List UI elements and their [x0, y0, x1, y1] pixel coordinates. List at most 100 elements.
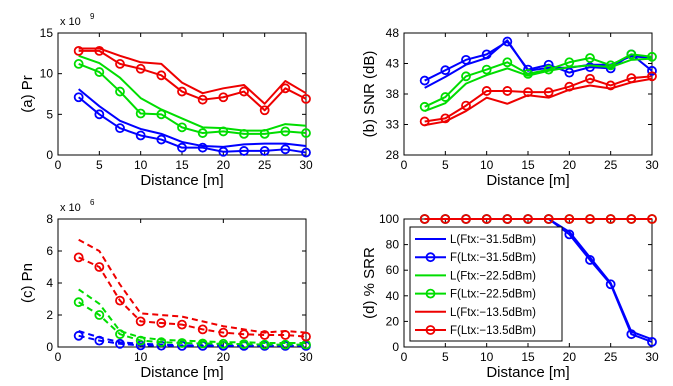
- x-tick-label: 5: [96, 158, 103, 172]
- data-point: [177, 122, 187, 133]
- data-point: [605, 60, 616, 71]
- legend-entry: L(Ftx:−22.5dBm): [450, 270, 536, 282]
- data-point: [585, 53, 595, 63]
- data-point: [440, 92, 451, 102]
- data-point: [440, 113, 451, 124]
- y-axis-label: (c) Pn: [19, 263, 36, 303]
- plot-area-1: [403, 32, 653, 156]
- y-tick-label: 80: [386, 238, 400, 252]
- x-tick-label: 25: [604, 158, 618, 172]
- y-tick-label: 0: [46, 148, 53, 162]
- series-line-0: [78, 88, 307, 148]
- data-point: [280, 339, 291, 350]
- data-point: [564, 81, 575, 92]
- data-point: [239, 86, 249, 97]
- y-axis-label: (a) Pr: [19, 75, 36, 113]
- data-point: [239, 339, 249, 350]
- data-point: [461, 100, 471, 111]
- data-point: [259, 105, 270, 116]
- data-point: [564, 67, 575, 78]
- panel-1: 0 5 10 15 20 25 30 28 33 38 43 48 Distance [m] (b) SN…: [361, 26, 659, 189]
- y-axis-label: (b) SNR (dB): [361, 51, 378, 138]
- y-tick-label: 20: [386, 314, 400, 328]
- data-point: [135, 63, 146, 74]
- series-line-2: [78, 54, 307, 132]
- y-tick-label: 5: [46, 107, 53, 121]
- data-point: [115, 295, 125, 306]
- data-point: [543, 87, 554, 98]
- y-tick-label: 0: [392, 340, 399, 354]
- data-point: [502, 86, 513, 96]
- x-tick-label: 0: [55, 158, 62, 172]
- data-point: [626, 49, 637, 60]
- data-point: [481, 49, 492, 60]
- data-point: [259, 330, 270, 340]
- x-tick-label: 0: [55, 350, 62, 364]
- x-tick-label: 20: [563, 158, 577, 172]
- data-point: [259, 128, 270, 139]
- data-point: [301, 93, 311, 104]
- x-tick-label: 0: [401, 158, 408, 172]
- data-point: [115, 59, 125, 69]
- data-point: [135, 108, 146, 119]
- data-point: [218, 92, 229, 103]
- x-axis-label: Distance [m]: [140, 172, 223, 189]
- data-point: [177, 319, 187, 330]
- data-point: [197, 338, 208, 349]
- data-point: [218, 327, 229, 338]
- data-point: [523, 214, 533, 224]
- y-tick-label: 2: [46, 308, 53, 322]
- y-axis-label: (d) % SRR: [361, 247, 378, 319]
- data-point: [218, 338, 229, 349]
- data-point: [502, 36, 513, 47]
- x-tick-label: 5: [442, 158, 449, 172]
- data-point: [73, 297, 84, 308]
- x-tick-label: 30: [299, 350, 313, 364]
- data-point: [94, 109, 105, 120]
- y-tick-label: 28: [386, 148, 400, 162]
- panel-2: 0 10 20 30 0 2 4 6 8 x 10 6 Distance [m] (c) Pn: [19, 198, 313, 381]
- data-point: [73, 45, 84, 56]
- legend-box: [409, 226, 563, 342]
- data-point: [301, 128, 311, 138]
- data-point: [626, 214, 637, 224]
- data-point: [259, 339, 270, 350]
- data-point: [280, 144, 291, 155]
- panel-3: 0 5 10 15 20 25 30 0 20 40 60 80 100 Distance [m] (d) …: [361, 212, 659, 381]
- series-group-1: [419, 36, 657, 127]
- data-point: [481, 214, 492, 224]
- data-point: [218, 146, 229, 157]
- data-point: [585, 62, 595, 73]
- x-axis-label: Distance [m]: [140, 364, 223, 381]
- data-point: [94, 45, 105, 56]
- data-point: [73, 92, 84, 103]
- data-point: [280, 330, 291, 340]
- legend-swatch-marker: [425, 288, 436, 299]
- x-tick-label: 10: [480, 158, 494, 172]
- y-tick-label: 8: [46, 212, 53, 226]
- data-point: [419, 116, 430, 127]
- data-point: [197, 94, 208, 105]
- x-axis-label: Distance [m]: [486, 172, 569, 189]
- x-tick-label: 10: [134, 350, 148, 364]
- data-point: [585, 214, 595, 224]
- series-line-5: [78, 256, 307, 338]
- legend-entry: F(Ltx:−22.5dBm): [450, 289, 536, 301]
- y-tick-label: 4: [46, 276, 53, 290]
- data-point: [461, 71, 471, 82]
- data-point: [523, 87, 533, 98]
- data-point: [94, 262, 105, 272]
- y-tick-label: 48: [386, 26, 400, 40]
- x-tick-label: 25: [258, 158, 272, 172]
- data-point: [626, 329, 637, 340]
- data-point: [177, 340, 187, 351]
- data-point: [626, 73, 637, 84]
- data-point: [156, 337, 167, 348]
- data-point: [461, 214, 471, 224]
- x-tick-label: 10: [480, 350, 494, 364]
- data-point: [605, 279, 616, 290]
- data-point: [605, 80, 616, 91]
- data-point: [585, 255, 595, 265]
- axis-multiplier: x 10: [60, 202, 81, 214]
